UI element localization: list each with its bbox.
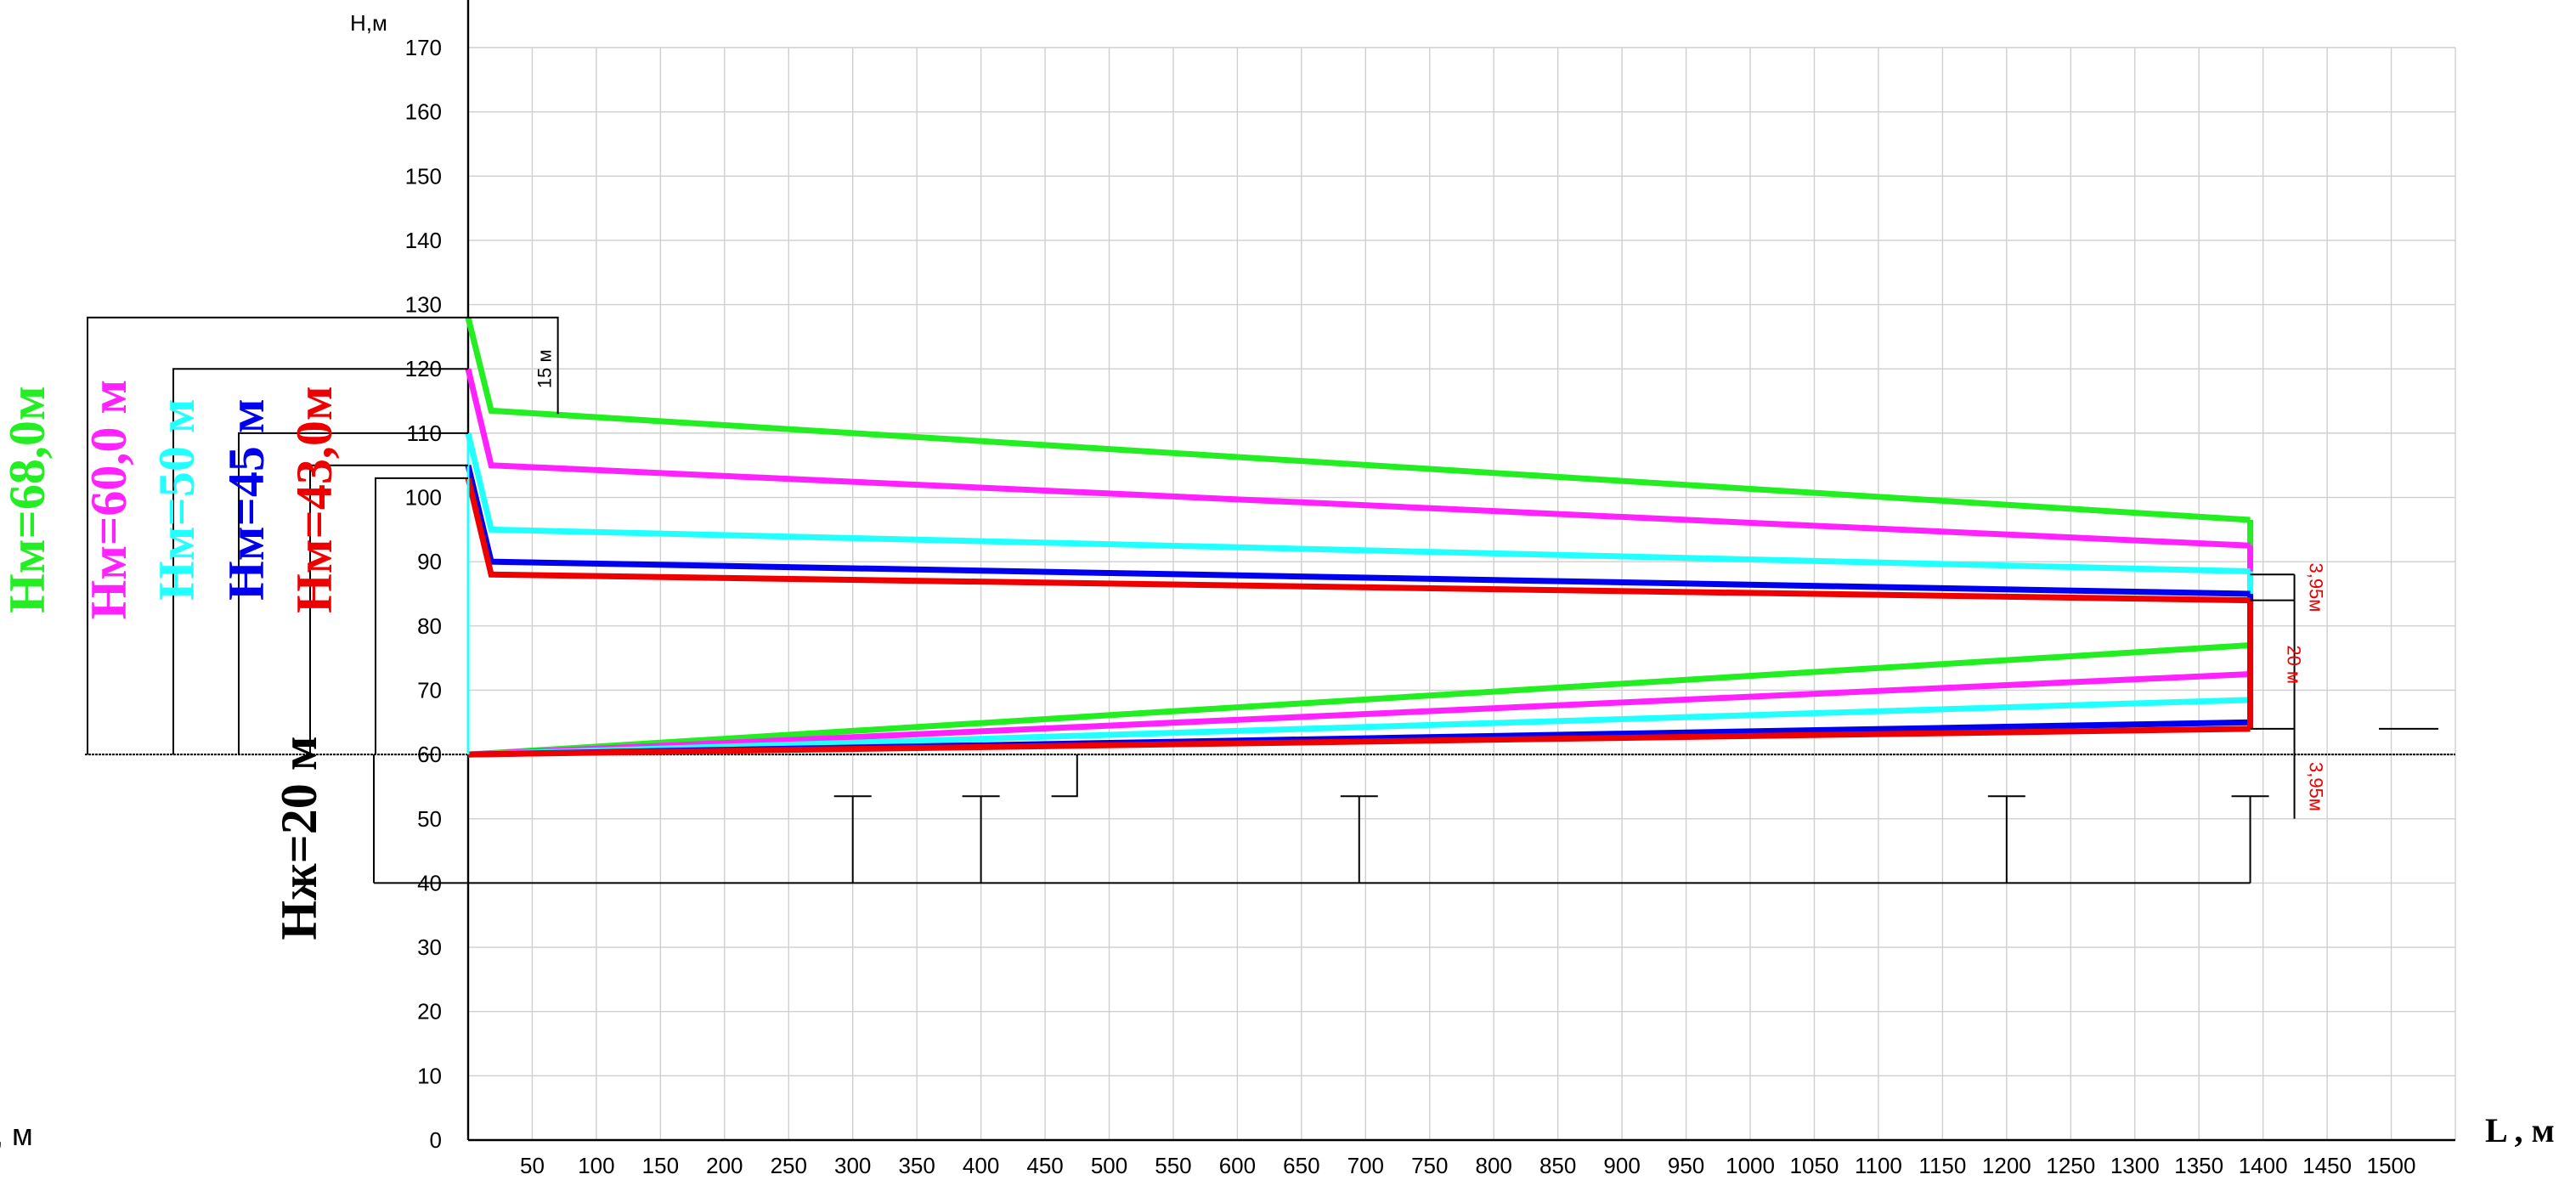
x-tick-label: 150 (642, 1153, 679, 1178)
x-tick-label: 850 (1539, 1153, 1576, 1178)
x-tick-label: 500 (1091, 1153, 1127, 1178)
y-tick-label: 80 (417, 613, 442, 639)
y-tick-label: 150 (405, 163, 442, 189)
y-tick-label: 100 (405, 485, 442, 511)
series-line-lower (467, 642, 2251, 758)
x-tick-label: 1200 (1982, 1153, 2031, 1178)
short-branch (1051, 754, 1078, 798)
x-tick-label: 1050 (1790, 1153, 1839, 1178)
x-tick-label: 450 (1026, 1153, 1063, 1178)
dim-20-label: 20 м (2284, 645, 2305, 684)
y-tick-label: 140 (405, 228, 442, 253)
x-tick-label: 1150 (1918, 1153, 1966, 1178)
x-tick-label: 50 (520, 1153, 545, 1178)
x-tick-label: 250 (771, 1153, 807, 1178)
x-tick-label: 1250 (2046, 1153, 2095, 1178)
series-lines (465, 316, 2254, 758)
series-line-upper (465, 432, 2251, 575)
dimension-annotations: 15 м 3,95м 20 м 3,95м (87, 316, 2327, 819)
series-bracket (87, 316, 468, 755)
series-bracket (375, 477, 468, 755)
series-bracket (238, 432, 468, 755)
x-tick-label: 300 (834, 1153, 871, 1178)
network-schematic (373, 727, 2438, 884)
left-ground-label: Нж=20 м (271, 736, 327, 940)
series-label: Нм=60,0 м (81, 380, 137, 620)
series-line-lower (467, 671, 2251, 758)
x-tick-label: 900 (1603, 1153, 1640, 1178)
series-label: Нм=45 м (218, 398, 274, 601)
x-tick-label: 350 (898, 1153, 935, 1178)
y-tick-label: 160 (405, 99, 442, 125)
x-tick-label: 1300 (2110, 1153, 2160, 1178)
series-line-upper (465, 316, 2251, 523)
y-tick-label: 170 (405, 35, 442, 60)
x-tick-label: 1350 (2174, 1153, 2223, 1178)
y-tick-label: 90 (417, 549, 442, 574)
x-tick-label: 750 (1411, 1153, 1448, 1178)
axis-labels: H,м L , м , м Нм=68,0м Нм=60,0 мНм=50 мНм=45… (0, 10, 2555, 1152)
x-tick-label: 950 (1668, 1153, 1704, 1178)
x-tick-label: 1000 (1726, 1153, 1775, 1178)
series-line-lower (467, 726, 2251, 758)
y-tick-label: 50 (417, 806, 442, 832)
grid (468, 47, 2456, 1140)
y-tick-label: 0 (430, 1127, 442, 1153)
x-tick-label: 100 (578, 1153, 614, 1178)
y-tick-label: 130 (405, 292, 442, 318)
y-tick-label: 30 (417, 934, 442, 960)
x-axis-label: L , м (2485, 1111, 2555, 1149)
x-tick-label: 400 (963, 1153, 999, 1178)
x-tick-label: 650 (1283, 1153, 1319, 1178)
dim-395-top-label: 3,95м (2306, 562, 2327, 612)
y-tick-label: 10 (417, 1063, 442, 1088)
dim-15-bracket (468, 316, 559, 415)
series-line-upper (465, 368, 2251, 549)
y-tick-label: 60 (417, 742, 442, 767)
x-tick-label: 800 (1476, 1153, 1512, 1178)
series-bracket (172, 368, 468, 755)
x-tick-label: 700 (1347, 1153, 1384, 1178)
series-label: Нм=68,0м (0, 386, 55, 613)
x-tick-label: 200 (706, 1153, 743, 1178)
dim-395-bottom-label: 3,95м (2306, 762, 2327, 811)
series-label: Нм=43,0м (286, 386, 342, 613)
x-tick-label: 1400 (2239, 1153, 2288, 1178)
series-label: Нм=50 м (149, 398, 205, 601)
series-line-upper (465, 477, 2251, 604)
y-tick-label: 20 (417, 999, 442, 1025)
y-tick-label: 70 (417, 677, 442, 703)
left-axis-label-partial: , м (0, 1117, 33, 1152)
x-tick-label: 1100 (1855, 1153, 1902, 1178)
x-tick-label: 550 (1155, 1153, 1191, 1178)
x-tick-label: 600 (1219, 1153, 1256, 1178)
y-axis-label: H,м (350, 10, 387, 36)
series-line-lower (467, 697, 2251, 758)
x-tick-label: 1450 (2302, 1153, 2352, 1178)
series-bracket (309, 464, 468, 755)
dim-15-label: 15 м (534, 349, 556, 388)
x-tick-label: 1500 (2367, 1153, 2416, 1178)
series-line-upper (465, 464, 2251, 597)
